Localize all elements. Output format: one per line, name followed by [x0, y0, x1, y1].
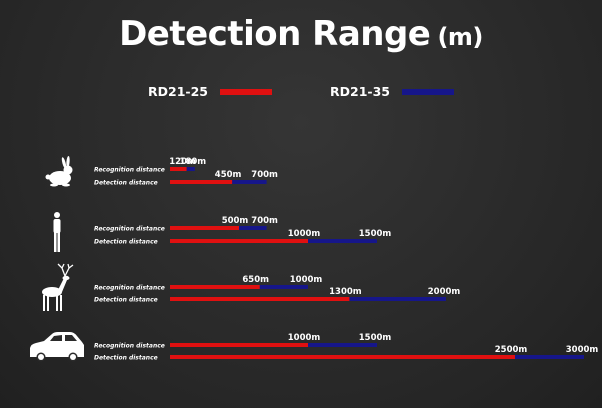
legend-item-series-2: RD21-35 [330, 84, 454, 99]
bar-series-1 [170, 285, 260, 289]
bar-series-1 [170, 180, 233, 184]
chart-title-unit: (m) [437, 23, 483, 51]
bar-series-1 [170, 239, 308, 243]
row-label: Detection distance [94, 180, 158, 187]
data-label-series-2: 1000m [290, 275, 323, 285]
row-label: Detection distance [94, 297, 158, 304]
bar-series-2 [259, 285, 308, 289]
row-label: Recognition distance [94, 167, 165, 174]
person-icon [53, 212, 61, 252]
car-icon [30, 332, 84, 362]
bar-series-2 [349, 297, 446, 301]
bar-series-1 [170, 343, 308, 347]
bar-series-1 [170, 297, 350, 301]
data-label-series-1: 1000m [288, 229, 321, 239]
data-label-series-2: 700m [251, 170, 278, 180]
data-label-series-2: 2000m [428, 287, 461, 297]
chart-title: Detection Range (m) [0, 14, 602, 54]
row-label: Detection distance [94, 355, 158, 362]
bar-series-1 [170, 355, 515, 359]
data-label-series-1: 1300m [329, 287, 362, 297]
row-label: Detection distance [94, 239, 158, 246]
bar-series-1 [170, 226, 239, 230]
deer-icon [42, 263, 74, 311]
data-label-series-1: 2500m [495, 345, 528, 355]
bar-series-2 [308, 239, 377, 243]
bar-series-2 [239, 226, 267, 230]
bar-series-2 [186, 167, 195, 171]
bar-series-2 [232, 180, 267, 184]
data-label-series-1: 450m [215, 170, 242, 180]
row-label: Recognition distance [94, 285, 165, 292]
bar-series-2 [308, 343, 377, 347]
data-label-series-2: 3000m [566, 345, 599, 355]
data-label-series-2: 700m [251, 216, 278, 226]
data-label-series-2: 1500m [359, 333, 392, 343]
chart-title-text: Detection Range [119, 14, 431, 54]
data-label-series-2: 180m [180, 157, 207, 167]
data-label-series-1: 1000m [288, 333, 321, 343]
legend-swatch-series-1 [219, 88, 272, 95]
data-label-series-2: 1500m [359, 229, 392, 239]
legend-label-series-2: RD21-35 [330, 84, 390, 99]
data-label-series-1: 500m [222, 216, 249, 226]
rabbit-icon [45, 156, 73, 187]
row-label: Recognition distance [94, 343, 165, 350]
bar-series-2 [515, 355, 584, 359]
legend-swatch-series-2 [401, 88, 454, 95]
data-label-series-1: 650m [242, 275, 269, 285]
bar-series-1 [170, 167, 187, 171]
row-label: Recognition distance [94, 226, 165, 233]
legend-label-series-1: RD21-25 [148, 84, 208, 99]
data-label-series-1: 120m [169, 157, 196, 167]
legend-item-series-1: RD21-25 [148, 84, 272, 99]
